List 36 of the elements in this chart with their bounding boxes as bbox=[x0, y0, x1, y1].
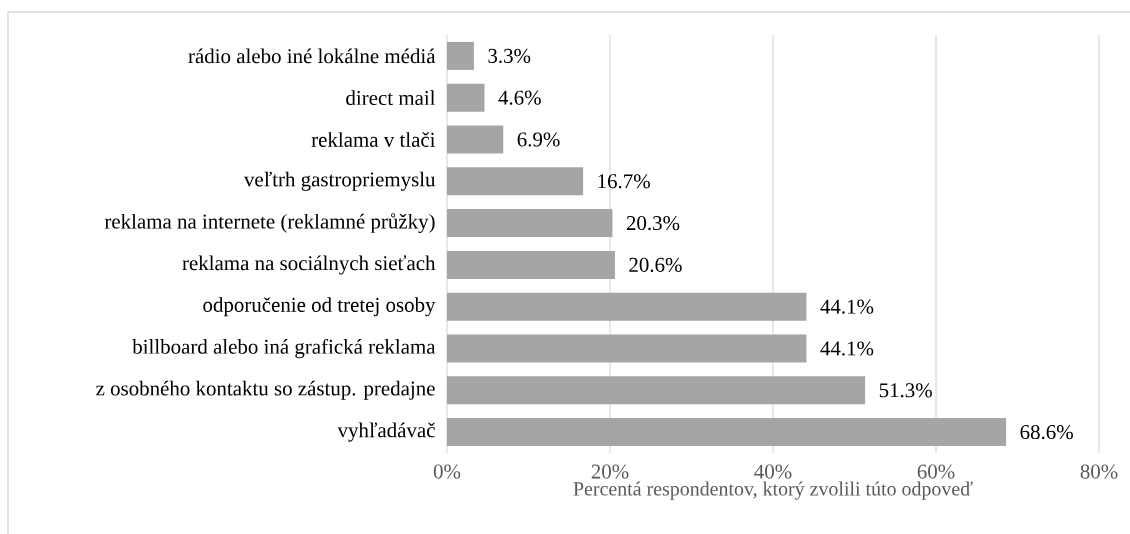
y-tick-label: rádio alebo iné lokálne médiá bbox=[188, 48, 436, 64]
bar bbox=[447, 376, 866, 405]
y-tick-label: reklama na sociálnych sieťach bbox=[182, 255, 436, 275]
y-tick-label: reklama na internete (reklamné průžky) bbox=[104, 213, 435, 233]
x-tick-label: 20% bbox=[591, 464, 629, 479]
bar bbox=[447, 167, 584, 196]
y-tick-label: vyhľadávač bbox=[337, 422, 435, 442]
bar bbox=[447, 334, 807, 363]
x-tick-label: 80% bbox=[1080, 464, 1118, 479]
data-label: 6.9% bbox=[517, 132, 560, 147]
data-label: 3.3% bbox=[488, 48, 531, 63]
data-label: 44.1% bbox=[820, 299, 874, 314]
x-tick-label: 0% bbox=[433, 464, 461, 479]
data-label: 4.6% bbox=[498, 90, 541, 105]
bar bbox=[447, 125, 504, 154]
data-label: 20.6% bbox=[629, 257, 682, 273]
bar bbox=[447, 418, 1007, 447]
data-label: 20.3% bbox=[626, 216, 680, 231]
x-axis-title: Percentá respondentov, ktorý zvolili túto odpoveď bbox=[573, 481, 973, 500]
bar bbox=[447, 83, 485, 112]
bar bbox=[447, 41, 474, 70]
y-tick-label: reklama v tlači bbox=[311, 132, 436, 147]
bar bbox=[447, 292, 807, 321]
data-label: 51.3% bbox=[879, 383, 932, 398]
data-label: 44.1% bbox=[820, 341, 874, 356]
x-tick-label: 60% bbox=[917, 464, 955, 479]
y-tick-label: veľtrh gastropriemyslu bbox=[243, 171, 436, 191]
bar bbox=[447, 209, 613, 238]
y-tick-label: z osobného kontaktu so zástup. predajne bbox=[96, 380, 435, 400]
bar bbox=[447, 250, 615, 279]
data-label: 68.6% bbox=[1020, 425, 1073, 440]
data-label: 16.7% bbox=[598, 174, 650, 189]
y-tick-label: odporučenie od tretej osoby bbox=[203, 297, 436, 317]
y-tick-label: direct mail bbox=[346, 90, 436, 106]
y-tick-label: billboard alebo iná grafická reklama bbox=[132, 338, 436, 359]
x-tick-label: 40% bbox=[754, 464, 792, 479]
